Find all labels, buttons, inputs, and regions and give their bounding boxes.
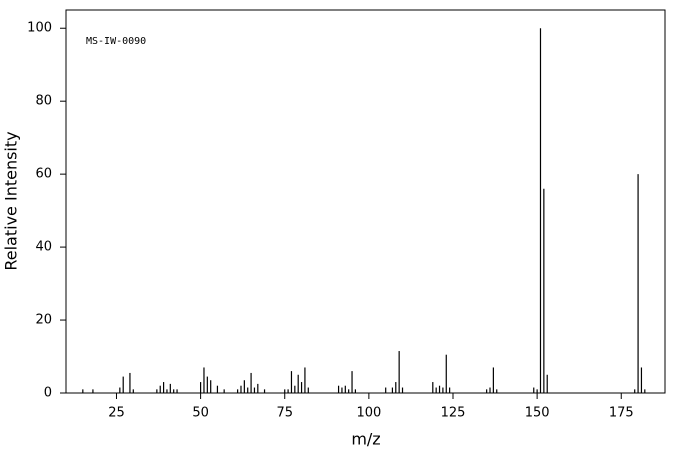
y-tick-label: 20: [35, 313, 52, 328]
y-axis-label: Relative Intensity: [2, 131, 21, 270]
x-tick-label: 150: [525, 406, 550, 421]
x-tick-label: 100: [356, 406, 381, 421]
x-tick-label: 125: [441, 406, 466, 421]
x-tick-label: 25: [108, 406, 125, 421]
x-tick-label: 50: [192, 406, 209, 421]
plot-frame: [65, 9, 666, 394]
y-tick-label: 80: [35, 94, 52, 109]
y-tick-label: 60: [35, 167, 52, 182]
annotation: MS-IW-0090: [86, 36, 146, 47]
y-tick-label: 100: [27, 21, 52, 36]
x-axis-label: m/z: [351, 430, 380, 449]
y-tick-label: 40: [35, 240, 52, 255]
x-tick-label: 75: [276, 406, 293, 421]
y-tick-label: 0: [44, 386, 52, 401]
x-tick-label: 175: [609, 406, 634, 421]
